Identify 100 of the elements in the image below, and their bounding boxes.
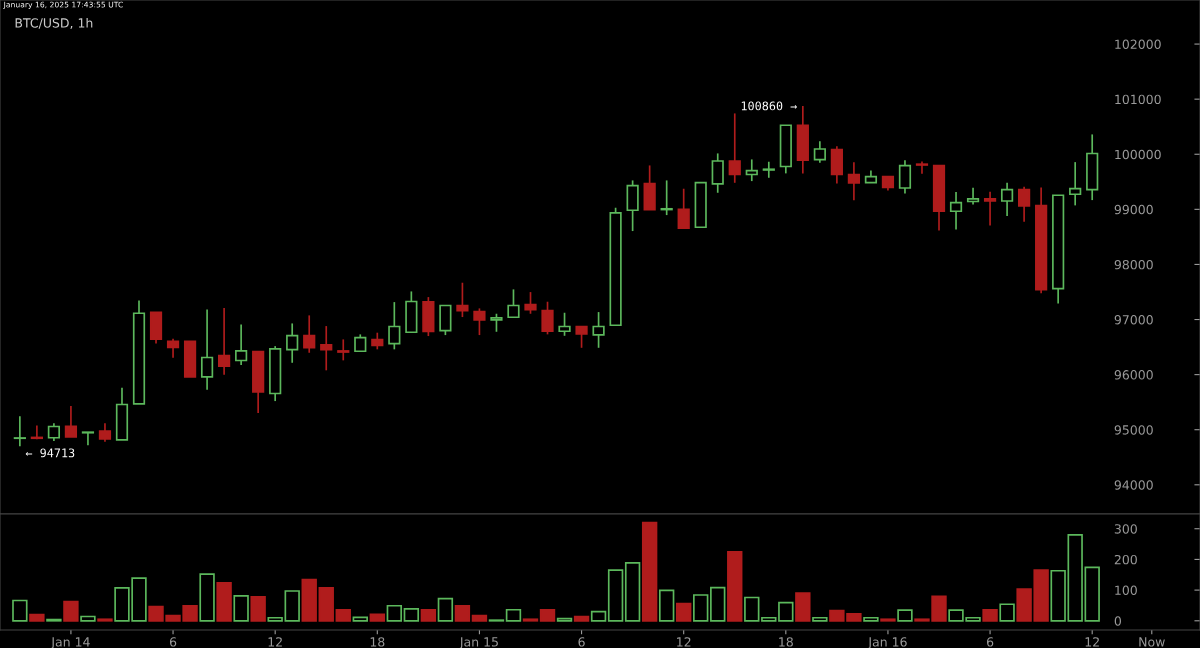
- bar: [982, 608, 998, 622]
- y-tick-label: 300: [1114, 524, 1137, 534]
- candlestick: [728, 113, 741, 183]
- y-tick-label: 96000: [1114, 370, 1153, 380]
- bar: [63, 600, 79, 622]
- candlestick: [796, 106, 809, 174]
- candlestick: [830, 146, 843, 184]
- y-tick-label: 99000: [1114, 204, 1153, 215]
- x-tick-label: 12: [268, 637, 282, 647]
- bar: [301, 578, 317, 622]
- candlestick: [64, 406, 78, 438]
- candlestick: [13, 416, 26, 447]
- y-tick-label: 94000: [1114, 480, 1153, 490]
- bar: [1084, 566, 1100, 622]
- y-tick-label: 100: [1115, 585, 1137, 596]
- candlestick: [235, 324, 248, 366]
- candlestick: [745, 159, 758, 182]
- bar: [267, 616, 283, 622]
- candlestick: [711, 153, 724, 193]
- x-tick-label: 6: [986, 637, 994, 647]
- candlestick: [354, 334, 367, 353]
- bar: [590, 610, 607, 622]
- candlestick: [847, 162, 861, 201]
- annotation: 100860 →: [741, 101, 797, 111]
- bar: [250, 596, 266, 622]
- bar: [897, 609, 913, 622]
- annotation: ← 94713: [25, 448, 75, 458]
- bar: [403, 607, 420, 622]
- candlestick: [115, 387, 129, 441]
- bar: [454, 604, 471, 622]
- x-tick-label: 6: [169, 637, 177, 647]
- candlestick: [677, 188, 690, 230]
- candlestick: [303, 315, 316, 353]
- y-tick-label: 97000: [1114, 315, 1153, 325]
- candlestick: [881, 175, 895, 191]
- candlestick: [320, 326, 333, 371]
- candlestick: [98, 423, 112, 442]
- candlestick: [269, 346, 282, 402]
- bar: [675, 602, 692, 622]
- candlestick: [694, 181, 707, 229]
- candlestick: [966, 187, 980, 205]
- y-tick-label: 0: [1114, 616, 1122, 626]
- x-tick-label: 6: [578, 637, 585, 647]
- bar: [778, 601, 794, 622]
- y-tick-label: 101000: [1115, 94, 1161, 105]
- bar: [607, 569, 624, 622]
- candlestick: [47, 423, 61, 442]
- candlestick: [779, 124, 792, 174]
- bar: [744, 596, 760, 622]
- bar: [369, 613, 385, 622]
- candlestick: [371, 332, 384, 350]
- candlestick: [149, 311, 163, 344]
- candlestick: [286, 323, 299, 363]
- bar: [999, 603, 1015, 622]
- candlestick: [1000, 182, 1014, 217]
- bar: [318, 587, 334, 622]
- candlestick: [1086, 134, 1099, 201]
- candlestick: [252, 350, 265, 414]
- candlestick: [1018, 186, 1031, 222]
- bar: [335, 608, 351, 622]
- candlestick: [1069, 162, 1082, 206]
- candlestick: [898, 160, 912, 194]
- candlestick: [81, 431, 95, 446]
- bar: [539, 608, 556, 622]
- bar: [863, 616, 879, 622]
- bar: [795, 592, 811, 622]
- candlestick: [915, 161, 929, 174]
- candlestick: [388, 302, 401, 350]
- candlestick: [932, 164, 946, 231]
- bar: [727, 550, 743, 622]
- candlestick: [813, 141, 826, 163]
- bar: [437, 597, 454, 622]
- bar: [420, 608, 437, 622]
- candlestick: [218, 308, 231, 375]
- x-tick-label: Jan 15: [459, 637, 498, 648]
- y-tick-label: 200: [1114, 554, 1137, 565]
- bar: [710, 586, 726, 622]
- bar: [658, 589, 675, 622]
- bar: [199, 573, 215, 622]
- bar: [233, 595, 249, 622]
- bar: [573, 615, 590, 622]
- x-tick-label: 18: [779, 637, 793, 647]
- x-tick-label: 18: [370, 637, 385, 647]
- y-tick-label: 100000: [1115, 149, 1161, 160]
- candlestick: [762, 161, 775, 178]
- bar: [29, 613, 45, 622]
- x-tick-label: Now: [1139, 637, 1165, 647]
- candlestick: [183, 340, 197, 378]
- bar: [352, 616, 368, 622]
- bar: [761, 616, 777, 622]
- candlestick: [1052, 194, 1065, 304]
- candlestick: [1035, 187, 1048, 294]
- bar: [812, 616, 828, 622]
- bar: [284, 590, 300, 622]
- candlestick: [983, 191, 997, 226]
- y-tick-label: 95000: [1114, 425, 1153, 435]
- candlestick: [132, 300, 146, 405]
- candlestick: [949, 192, 963, 230]
- candlestick: [200, 309, 214, 390]
- bar: [505, 608, 522, 622]
